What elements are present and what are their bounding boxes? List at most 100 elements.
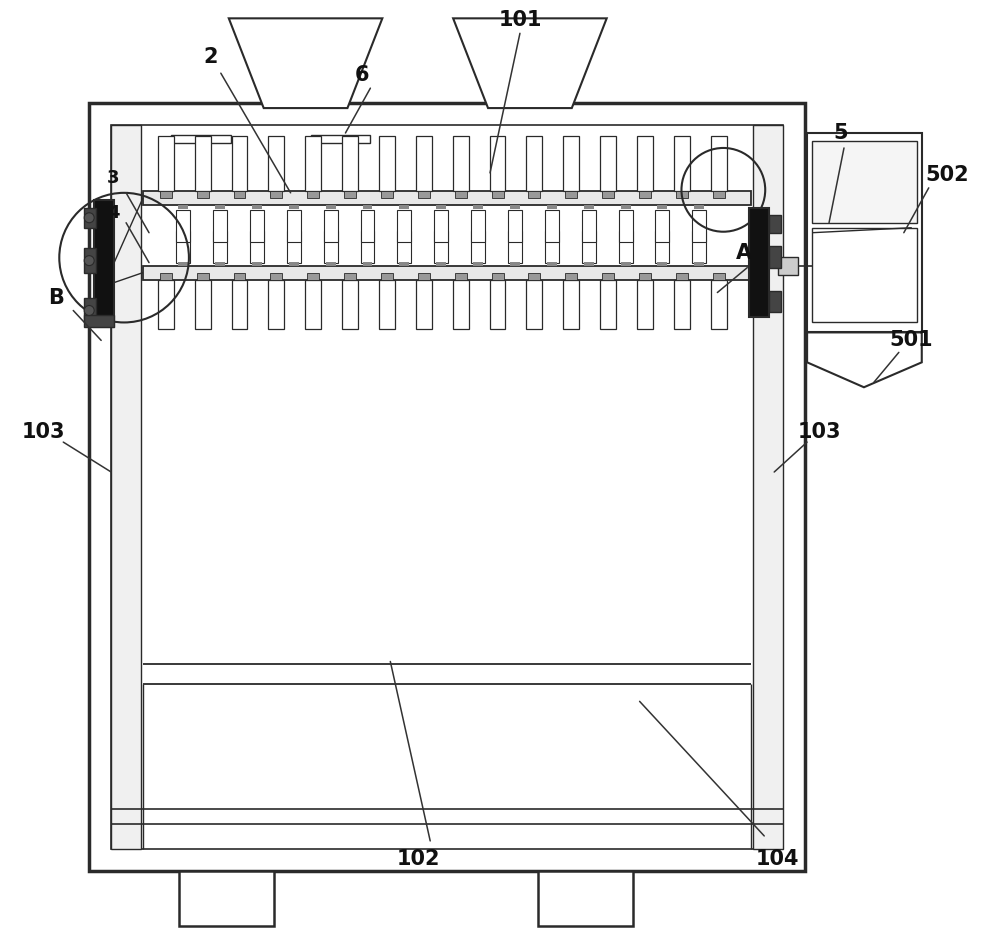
Bar xyxy=(234,272,245,280)
Bar xyxy=(753,125,783,849)
Bar xyxy=(582,230,596,263)
Bar xyxy=(252,262,262,266)
Bar xyxy=(287,209,301,242)
Bar xyxy=(160,190,172,198)
Bar xyxy=(490,136,505,190)
Bar xyxy=(232,280,247,329)
Bar xyxy=(582,209,596,242)
Bar xyxy=(268,136,284,190)
Bar xyxy=(619,230,633,263)
Bar xyxy=(713,190,725,198)
Text: 101: 101 xyxy=(498,10,542,30)
Text: 102: 102 xyxy=(396,849,440,869)
Bar xyxy=(178,205,188,208)
Bar xyxy=(179,871,274,925)
Bar xyxy=(171,135,231,143)
Bar xyxy=(270,272,282,280)
Bar xyxy=(711,136,727,190)
Bar xyxy=(305,136,321,190)
Bar xyxy=(84,248,96,272)
Bar xyxy=(694,205,704,208)
Bar xyxy=(510,262,520,266)
Bar xyxy=(363,262,372,266)
Bar xyxy=(471,209,485,242)
Bar xyxy=(399,262,409,266)
Bar xyxy=(528,190,540,198)
Bar xyxy=(143,266,751,280)
Bar xyxy=(361,209,374,242)
Bar xyxy=(769,246,781,268)
Bar xyxy=(232,136,247,190)
Bar xyxy=(307,190,319,198)
Bar xyxy=(234,190,245,198)
Bar xyxy=(213,209,227,242)
Bar xyxy=(655,209,669,242)
Bar xyxy=(84,208,96,228)
Bar xyxy=(158,136,174,190)
Bar xyxy=(619,209,633,242)
Text: 103: 103 xyxy=(22,422,65,442)
Bar xyxy=(379,136,395,190)
Bar xyxy=(111,125,141,849)
Bar xyxy=(434,209,448,242)
Bar xyxy=(455,272,467,280)
Bar xyxy=(600,280,616,329)
Bar xyxy=(250,230,264,263)
Bar xyxy=(344,272,356,280)
Text: 501: 501 xyxy=(889,330,933,350)
Text: 104: 104 xyxy=(755,849,799,869)
Bar xyxy=(195,280,211,329)
Bar xyxy=(508,230,522,263)
Bar xyxy=(526,280,542,329)
Bar xyxy=(694,262,704,266)
Bar xyxy=(655,230,669,263)
Bar xyxy=(305,280,321,329)
Bar xyxy=(508,209,522,242)
Bar xyxy=(215,205,225,208)
Bar xyxy=(158,280,174,329)
Polygon shape xyxy=(229,18,382,109)
Bar xyxy=(342,136,358,190)
Bar xyxy=(289,262,299,266)
Bar xyxy=(197,190,209,198)
Bar xyxy=(769,215,781,232)
Bar xyxy=(252,205,262,208)
Bar xyxy=(657,205,667,208)
Bar xyxy=(545,230,559,263)
Bar xyxy=(547,262,557,266)
Text: 6: 6 xyxy=(355,65,370,85)
Bar xyxy=(602,190,614,198)
Bar xyxy=(94,200,114,327)
Bar xyxy=(563,136,579,190)
Text: 2: 2 xyxy=(204,48,218,68)
Bar xyxy=(565,190,577,198)
Bar xyxy=(547,205,557,208)
Bar xyxy=(453,280,469,329)
Bar xyxy=(473,262,483,266)
Polygon shape xyxy=(807,332,922,387)
Bar xyxy=(289,205,299,208)
Bar xyxy=(268,280,284,329)
Bar xyxy=(565,272,577,280)
Bar xyxy=(674,280,690,329)
Bar xyxy=(178,262,188,266)
Text: B: B xyxy=(48,288,64,307)
Bar xyxy=(676,272,688,280)
Polygon shape xyxy=(453,18,607,109)
Bar xyxy=(807,133,922,332)
Bar xyxy=(713,272,725,280)
Bar xyxy=(471,230,485,263)
Bar xyxy=(416,280,432,329)
Bar xyxy=(637,280,653,329)
Bar xyxy=(213,230,227,263)
Bar xyxy=(674,136,690,190)
Bar xyxy=(711,280,727,329)
Bar xyxy=(436,262,446,266)
Bar xyxy=(397,209,411,242)
Bar xyxy=(584,262,594,266)
Bar xyxy=(399,205,409,208)
Bar xyxy=(197,272,209,280)
Bar xyxy=(639,190,651,198)
Bar xyxy=(361,230,374,263)
Bar xyxy=(176,230,190,263)
